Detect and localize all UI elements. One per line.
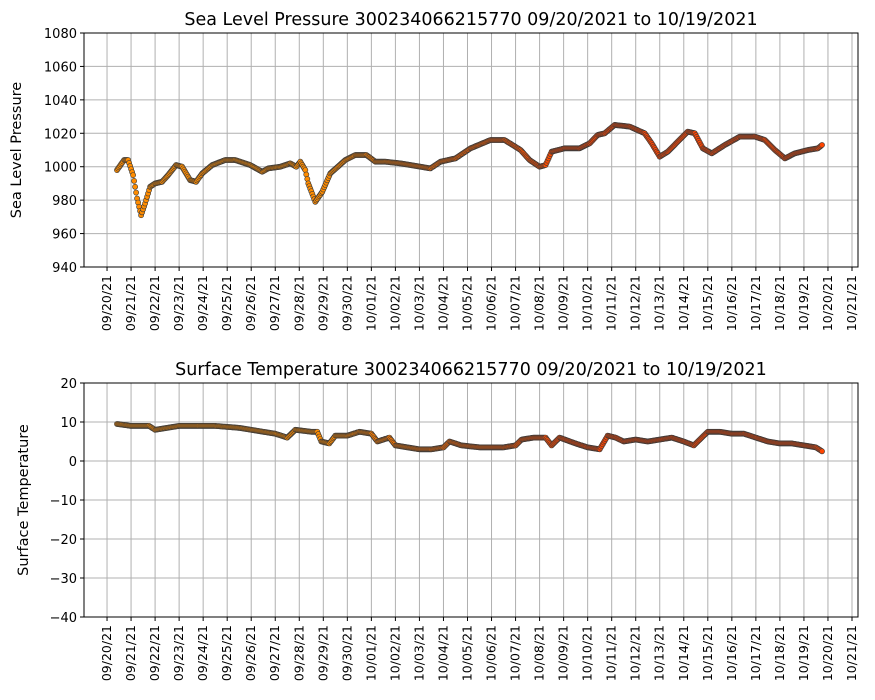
- pressure-data-point: [133, 189, 139, 196]
- temperature-x-tick-label: 10/17/21: [748, 625, 763, 681]
- temperature-x-tick-label: 09/22/21: [147, 625, 162, 681]
- temperature-x-tick-label: 10/12/21: [628, 625, 643, 681]
- temperature-x-tick-label: 10/18/21: [772, 625, 787, 681]
- pressure-x-tick-label: 09/26/21: [243, 275, 258, 331]
- temperature-x-tick-label: 10/08/21: [532, 625, 547, 681]
- temperature-x-tick-label: 10/07/21: [508, 625, 523, 681]
- pressure-x-tick-label: 09/23/21: [171, 275, 186, 331]
- temperature-y-tick-label: −30: [50, 572, 77, 587]
- pressure-chart: Sea Level Pressure 300234066215770 09/20…: [9, 10, 859, 331]
- temperature-x-tick-label: 09/28/21: [291, 625, 306, 681]
- pressure-x-tick-label: 10/18/21: [772, 275, 787, 331]
- pressure-x-tick-label: 10/19/21: [796, 275, 811, 331]
- pressure-data-point: [819, 142, 825, 148]
- pressure-y-tick-label: 1080: [44, 27, 77, 42]
- pressure-data-point: [131, 177, 137, 184]
- pressure-x-tick-label: 09/27/21: [267, 275, 282, 331]
- temperature-x-tick-label: 10/19/21: [796, 625, 811, 681]
- pressure-x-tick-label: 10/12/21: [628, 275, 643, 331]
- temperature-x-tick-label: 09/29/21: [315, 625, 330, 681]
- temperature-x-tick-label: 09/24/21: [195, 625, 210, 681]
- pressure-data-points: [114, 122, 825, 219]
- pressure-x-tick-label: 09/20/21: [99, 275, 114, 331]
- pressure-x-tick-label: 10/15/21: [700, 275, 715, 331]
- temperature-x-tick-label: 09/25/21: [219, 625, 234, 681]
- pressure-chart-title: Sea Level Pressure 300234066215770 09/20…: [184, 10, 757, 30]
- pressure-x-tick-label: 09/29/21: [315, 275, 330, 331]
- pressure-data-point: [130, 172, 136, 178]
- temperature-y-tick-label: −10: [50, 494, 77, 509]
- temperature-x-tick-label: 10/20/21: [820, 625, 835, 681]
- temperature-x-tick-label: 10/11/21: [604, 625, 619, 681]
- pressure-y-tick-label: 1020: [44, 127, 77, 142]
- pressure-x-tick-label: 10/21/21: [844, 275, 859, 331]
- temperature-x-tick-label: 10/05/21: [459, 625, 474, 681]
- temperature-x-tick-label: 10/02/21: [387, 625, 402, 681]
- pressure-x-tick-label: 10/06/21: [484, 275, 499, 331]
- temperature-x-tick-label: 10/03/21: [411, 625, 426, 681]
- temperature-x-tick-label: 09/26/21: [243, 625, 258, 681]
- temperature-x-tick-label: 09/21/21: [123, 625, 138, 681]
- temperature-y-axis-label: Surface Temperature: [16, 424, 32, 576]
- pressure-x-tick-label: 09/21/21: [123, 275, 138, 331]
- temperature-y-tick-label: −40: [50, 611, 77, 626]
- pressure-plot-frame: [83, 32, 859, 268]
- temperature-x-tick-label: 10/06/21: [484, 625, 499, 681]
- pressure-y-tick-label: 980: [52, 194, 77, 209]
- pressure-x-tick-label: 10/08/21: [532, 275, 547, 331]
- pressure-x-tick-label: 10/16/21: [724, 275, 739, 331]
- temperature-x-tick-label: 10/15/21: [700, 625, 715, 681]
- pressure-x-tick-label: 10/11/21: [604, 275, 619, 331]
- temperature-x-tick-label: 10/13/21: [652, 625, 667, 681]
- pressure-x-tick-label: 10/09/21: [556, 275, 571, 331]
- pressure-x-tick-label: 10/01/21: [363, 275, 378, 331]
- temperature-x-tick-label: 10/10/21: [580, 625, 595, 681]
- temperature-chart-title: Surface Temperature 300234066215770 09/2…: [175, 360, 767, 380]
- pressure-data-point: [132, 183, 138, 190]
- temperature-x-tick-label: 10/14/21: [676, 625, 691, 681]
- pressure-y-tick-label: 1000: [44, 161, 77, 176]
- pressure-y-tick-label: 960: [52, 228, 77, 243]
- pressure-y-tick-label: 1040: [44, 94, 77, 109]
- temperature-plot-frame: [83, 382, 859, 618]
- pressure-x-tick-label: 10/04/21: [435, 275, 450, 331]
- temperature-y-tick-label: 0: [69, 455, 77, 470]
- pressure-x-tick-label: 10/05/21: [459, 275, 474, 331]
- pressure-x-tick-label: 10/20/21: [820, 275, 835, 331]
- temperature-x-tick-label: 09/27/21: [267, 625, 282, 681]
- temperature-x-tick-label: 10/01/21: [363, 625, 378, 681]
- pressure-x-tick-label: 10/10/21: [580, 275, 595, 331]
- temperature-y-tick-label: −20: [50, 533, 77, 548]
- temperature-data-points: [114, 421, 825, 455]
- pressure-x-tick-label: 09/30/21: [339, 275, 354, 331]
- pressure-x-tick-label: 09/25/21: [219, 275, 234, 331]
- temperature-x-tick-label: 10/16/21: [724, 625, 739, 681]
- pressure-x-tick-label: 09/28/21: [291, 275, 306, 331]
- pressure-x-tick-label: 10/17/21: [748, 275, 763, 331]
- temperature-x-tick-label: 10/21/21: [844, 625, 859, 681]
- pressure-y-axis-label: Sea Level Pressure: [9, 82, 25, 218]
- temperature-chart: Surface Temperature 300234066215770 09/2…: [16, 360, 859, 681]
- pressure-x-tick-label: 10/03/21: [411, 275, 426, 331]
- pressure-x-tick-label: 09/24/21: [195, 275, 210, 331]
- temperature-x-tick-label: 10/09/21: [556, 625, 571, 681]
- temperature-data-point: [819, 448, 825, 455]
- temperature-x-tick-label: 10/04/21: [435, 625, 450, 681]
- temperature-y-tick-label: 10: [60, 416, 77, 431]
- pressure-x-tick-label: 09/22/21: [147, 275, 162, 331]
- temperature-x-tick-label: 09/20/21: [99, 625, 114, 681]
- temperature-x-tick-label: 09/23/21: [171, 625, 186, 681]
- pressure-x-tick-label: 10/13/21: [652, 275, 667, 331]
- pressure-x-tick-label: 10/14/21: [676, 275, 691, 331]
- pressure-x-tick-label: 10/02/21: [387, 275, 402, 331]
- temperature-x-tick-label: 09/30/21: [339, 625, 354, 681]
- pressure-y-tick-label: 1060: [44, 60, 77, 75]
- temperature-y-tick-label: 20: [60, 377, 77, 392]
- pressure-x-tick-label: 10/07/21: [508, 275, 523, 331]
- pressure-y-tick-label: 940: [52, 261, 77, 276]
